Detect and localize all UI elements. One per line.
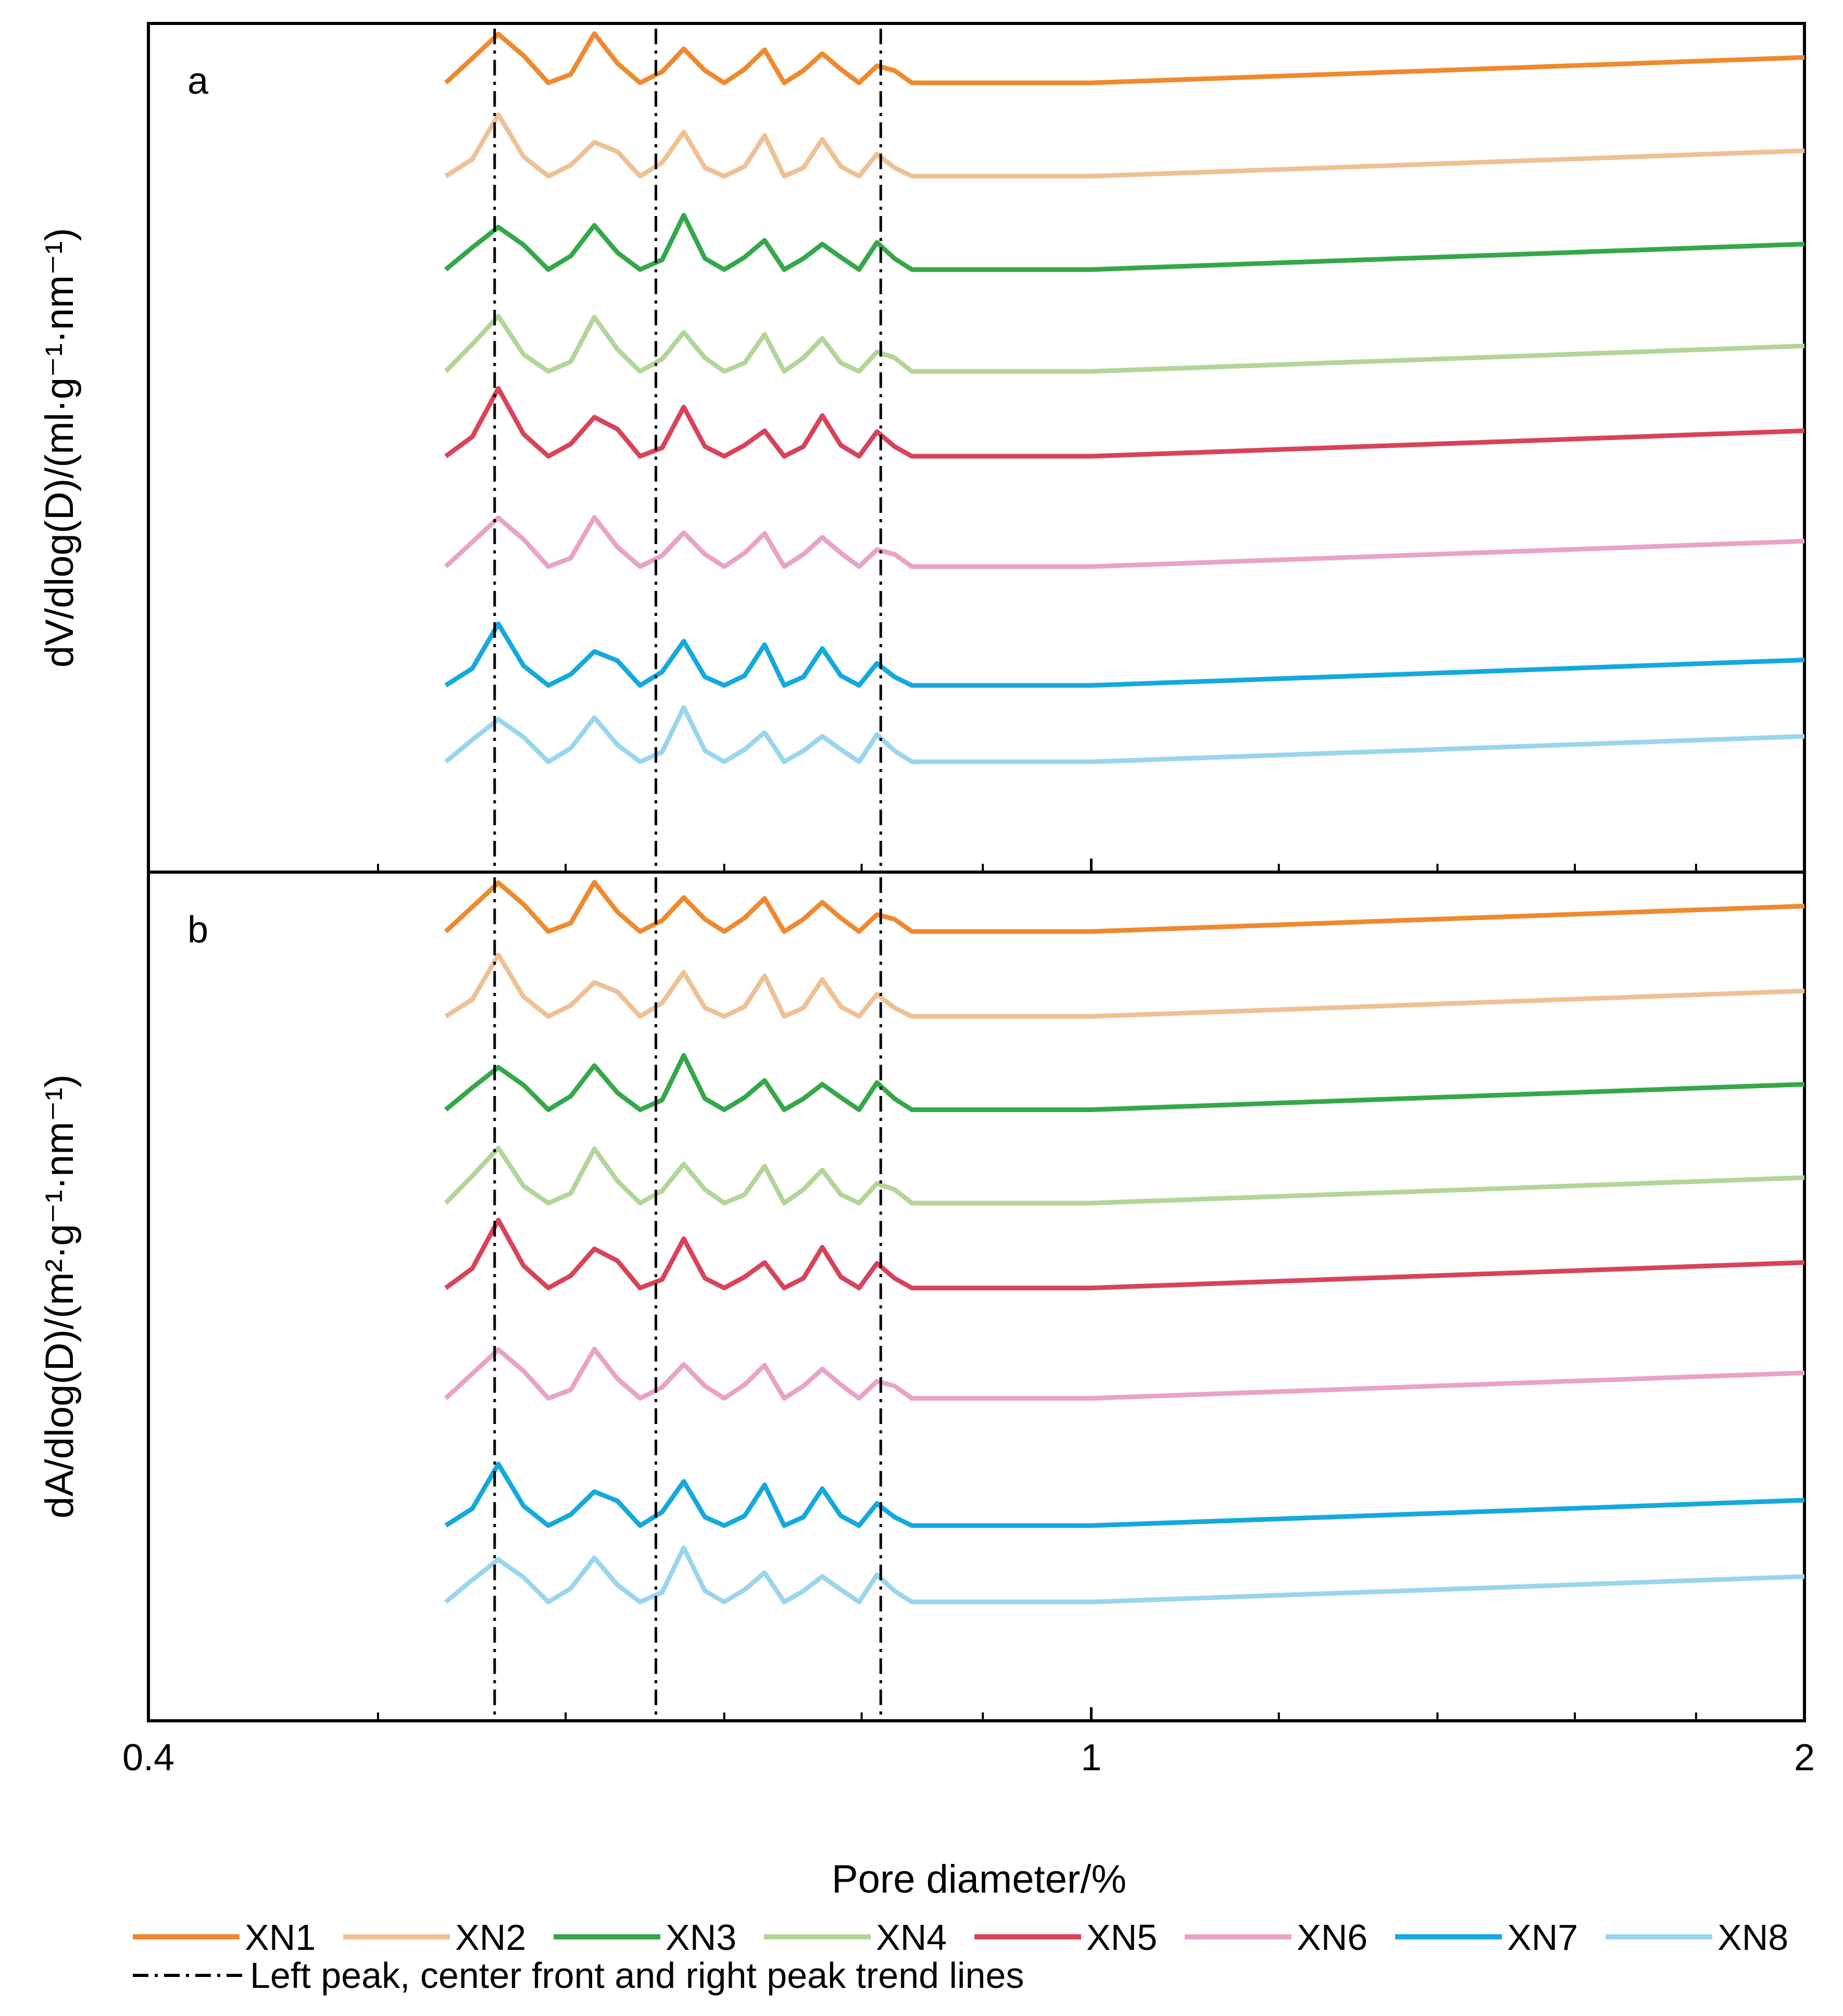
series-line-XN6 [444,515,1805,569]
legend-label: XN2 [455,1917,526,1958]
series-line-XN8 [444,705,1805,764]
panel-a-series [444,31,1805,764]
series-line-XN5 [444,1217,1805,1291]
x-axis-title: Pore diameter/% [832,1857,1126,1901]
series-line-XN6 [444,1346,1805,1401]
x-tick-label: 1 [1081,1737,1101,1779]
series-line-XN4 [444,313,1805,374]
series-line-XN1 [444,880,1805,934]
legend-label: XN3 [666,1917,736,1958]
panel-a-letter: a [187,60,209,102]
series-line-XN7 [444,621,1805,688]
series-line-XN1 [444,31,1805,85]
legend-label: XN6 [1297,1917,1368,1958]
x-tick-label: 2 [1794,1737,1815,1779]
panel-b-ylabel: dA/dlog(D)/(m²·g⁻¹·nm⁻¹) [37,1075,82,1519]
legend-label: XN8 [1717,1917,1788,1958]
series-line-XN5 [444,386,1805,459]
series-line-XN2 [444,112,1805,179]
series-line-XN8 [444,1545,1805,1605]
legend-label: XN4 [876,1917,947,1958]
series-line-XN3 [444,1053,1805,1112]
legend-label: XN5 [1086,1917,1157,1958]
panel-b-frame [147,871,1806,1722]
panel-a-trend-lines [493,29,882,867]
series-line-XN3 [444,212,1805,272]
x-tick-label: 0.4 [122,1737,174,1779]
series-line-XN7 [444,1461,1805,1528]
panel-b-trend-lines [493,877,882,1716]
legend-label-trend: Left peak, center front and right peak t… [250,1955,1024,1996]
series-line-XN4 [444,1145,1805,1206]
panel-b-letter: b [187,909,208,951]
series-line-XN2 [444,952,1805,1019]
x-axis-ticks: 0.4 1 2 [122,859,1815,1779]
legend-label: XN7 [1507,1917,1578,1958]
panel-a-ylabel: dV/dlog(D)/(ml·g⁻¹·nm⁻¹) [37,228,82,668]
legend: XN1 XN2 XN3 XN4 XN5 XN6 XN7 XN8 Left peak, cente… [133,1917,1788,1996]
panel-b-series [444,880,1805,1605]
legend-label: XN1 [245,1917,316,1958]
